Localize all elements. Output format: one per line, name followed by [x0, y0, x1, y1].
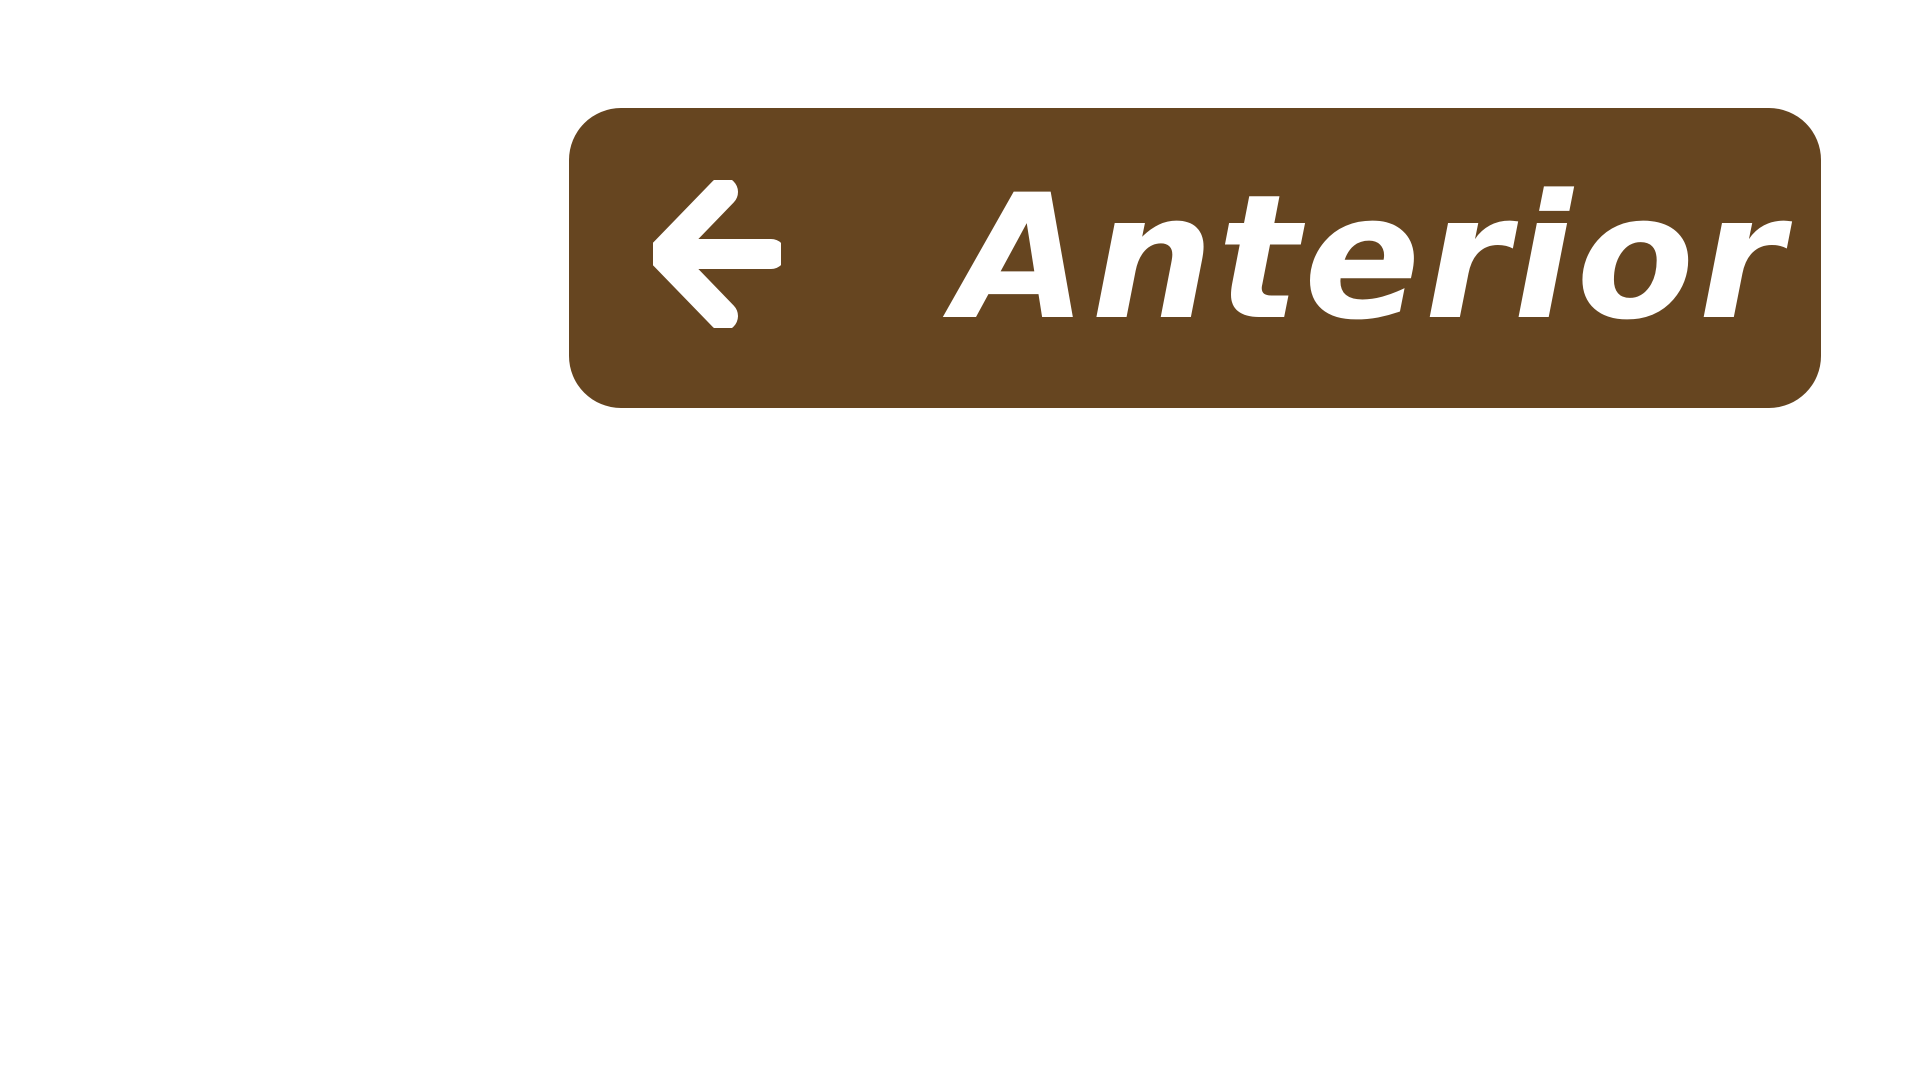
- arrow-left-icon: [653, 180, 781, 328]
- previous-button[interactable]: Anterior: [569, 108, 1821, 408]
- previous-button-label: Anterior: [954, 157, 1788, 358]
